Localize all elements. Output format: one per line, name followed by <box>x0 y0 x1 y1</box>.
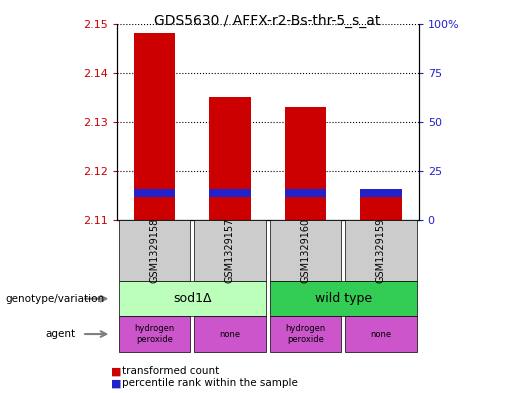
Text: none: none <box>370 330 392 338</box>
Text: wild type: wild type <box>315 292 372 305</box>
Bar <box>285 107 326 220</box>
Text: ■: ■ <box>111 366 122 376</box>
Text: GSM1329158: GSM1329158 <box>149 218 160 283</box>
Bar <box>209 97 251 220</box>
Text: genotype/variation: genotype/variation <box>5 294 104 304</box>
Text: none: none <box>219 330 241 338</box>
Text: ■: ■ <box>111 378 122 388</box>
Text: GDS5630 / AFFX-r2-Bs-thr-5_s_at: GDS5630 / AFFX-r2-Bs-thr-5_s_at <box>154 14 381 28</box>
Bar <box>134 33 175 220</box>
Bar <box>360 189 402 197</box>
Text: GSM1329160: GSM1329160 <box>301 218 311 283</box>
Text: transformed count: transformed count <box>122 366 219 376</box>
Text: GSM1329157: GSM1329157 <box>225 218 235 283</box>
Text: percentile rank within the sample: percentile rank within the sample <box>122 378 298 388</box>
Text: hydrogen
peroxide: hydrogen peroxide <box>134 324 174 344</box>
Bar <box>285 189 326 197</box>
Bar <box>134 189 175 197</box>
Bar <box>360 191 402 220</box>
Bar <box>209 189 251 197</box>
Text: agent: agent <box>45 329 75 339</box>
Text: GSM1329159: GSM1329159 <box>376 218 386 283</box>
Text: sod1Δ: sod1Δ <box>173 292 211 305</box>
Text: hydrogen
peroxide: hydrogen peroxide <box>285 324 325 344</box>
